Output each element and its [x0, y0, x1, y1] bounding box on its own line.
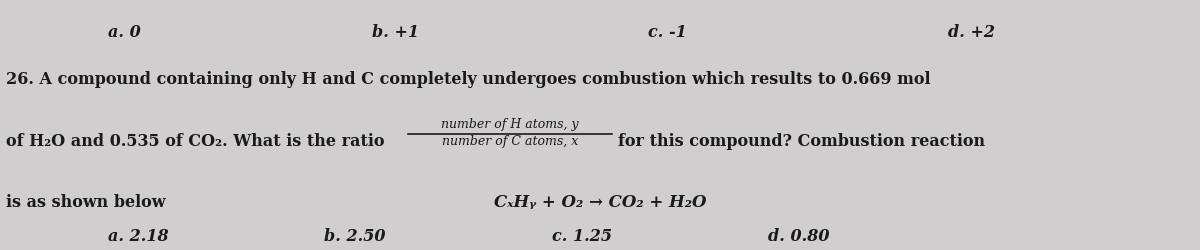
Text: c. 1.25: c. 1.25 [552, 228, 612, 245]
Text: a. 0: a. 0 [108, 24, 140, 41]
Text: for this compound? Combustion reaction: for this compound? Combustion reaction [618, 133, 985, 150]
Text: is as shown below: is as shown below [6, 194, 166, 211]
Text: number of C atoms, x: number of C atoms, x [442, 135, 578, 148]
Text: b. +1: b. +1 [372, 24, 419, 41]
Text: of H₂O and 0.535 of CO₂. What is the ratio: of H₂O and 0.535 of CO₂. What is the rat… [6, 133, 384, 150]
Text: a. 2.18: a. 2.18 [108, 228, 169, 245]
Text: b. 2.50: b. 2.50 [324, 228, 385, 245]
Text: CₓHᵧ + O₂ → CO₂ + H₂O: CₓHᵧ + O₂ → CO₂ + H₂O [493, 194, 707, 211]
Text: d. 0.80: d. 0.80 [768, 228, 829, 245]
Text: 26. A compound containing only H and C completely undergoes combustion which res: 26. A compound containing only H and C c… [6, 72, 930, 88]
Text: d. +2: d. +2 [948, 24, 995, 41]
Text: number of H atoms, y: number of H atoms, y [442, 118, 578, 131]
Text: c. -1: c. -1 [648, 24, 686, 41]
